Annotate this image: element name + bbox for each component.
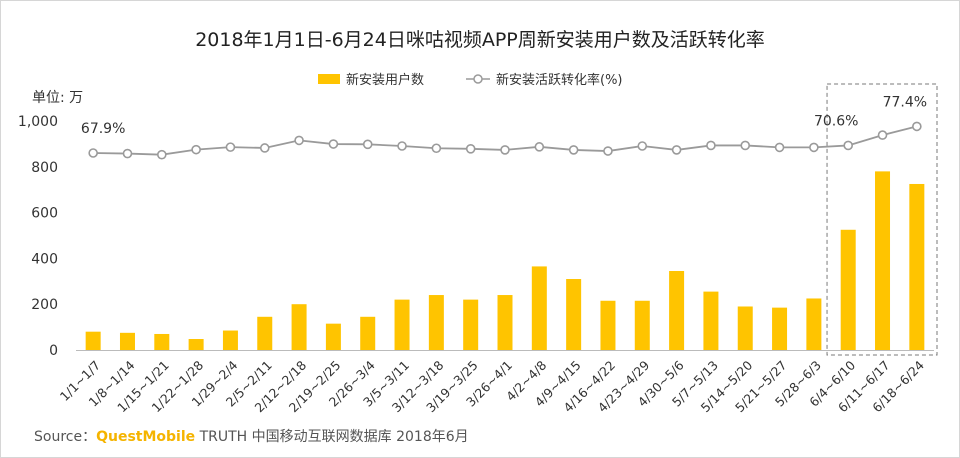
bar bbox=[875, 171, 891, 350]
x-axis: 1/1~1/71/8~1/141/15~1/211/22~1/281/29~2/… bbox=[57, 357, 927, 415]
line-point bbox=[774, 142, 785, 153]
bar bbox=[634, 300, 650, 350]
bar bbox=[291, 304, 307, 350]
source-brand: QuestMobile bbox=[96, 429, 196, 445]
bar bbox=[154, 333, 170, 350]
line-point bbox=[740, 140, 751, 151]
line-point bbox=[465, 144, 476, 154]
bar bbox=[566, 279, 582, 350]
y-tick-label: 400 bbox=[31, 251, 58, 267]
y-tick-label: 1,000 bbox=[18, 114, 58, 130]
bar bbox=[737, 306, 753, 350]
bar bbox=[428, 295, 444, 350]
bar bbox=[531, 266, 547, 350]
line-series bbox=[88, 121, 922, 160]
highlight-box bbox=[826, 83, 938, 356]
line-point bbox=[534, 142, 545, 152]
line-point bbox=[328, 139, 339, 149]
bar bbox=[394, 299, 410, 350]
line-point bbox=[843, 140, 854, 151]
source-note: Source：QuestMobile TRUTH 中国移动互联网数据库 2018… bbox=[34, 426, 469, 446]
line-point bbox=[122, 148, 133, 159]
bar bbox=[840, 229, 856, 350]
data-label: 67.9% bbox=[81, 121, 125, 137]
source-text: TRUTH 中国移动互联网数据库 2018年6月 bbox=[195, 429, 469, 445]
y-tick-label: 200 bbox=[31, 297, 58, 313]
bar bbox=[188, 339, 204, 350]
line-point bbox=[877, 130, 888, 140]
line-point bbox=[603, 146, 613, 156]
y-axis: 0 200 400 600 800 1,000 bbox=[18, 114, 58, 359]
y-tick-label: 800 bbox=[31, 160, 58, 176]
line-point bbox=[191, 144, 201, 155]
bar bbox=[85, 331, 101, 350]
legend-line-label: 新安装活跃转化率(%) bbox=[496, 72, 623, 88]
line-point bbox=[809, 142, 819, 153]
line-point bbox=[259, 143, 270, 153]
line-point bbox=[431, 143, 442, 154]
legend-line-marker bbox=[473, 74, 483, 84]
line-point bbox=[397, 141, 407, 151]
bar-series bbox=[76, 171, 934, 351]
legend-bar-swatch bbox=[318, 74, 340, 84]
line-point bbox=[912, 121, 922, 132]
line-point bbox=[500, 145, 510, 155]
bar bbox=[703, 291, 719, 350]
line-point bbox=[294, 135, 304, 146]
bar bbox=[257, 316, 273, 350]
line-point bbox=[706, 140, 716, 151]
line-point bbox=[225, 142, 236, 152]
bar bbox=[463, 299, 479, 350]
line-point bbox=[88, 148, 98, 158]
y-axis-unit-label: 单位: 万 bbox=[32, 90, 83, 106]
data-label: 70.6% bbox=[814, 113, 858, 129]
bar bbox=[360, 316, 376, 350]
bar bbox=[222, 330, 238, 350]
source-label: Source： bbox=[34, 429, 97, 445]
line-point bbox=[568, 145, 579, 155]
y-tick-label: 600 bbox=[31, 206, 58, 222]
line-point bbox=[671, 145, 682, 155]
annotations: 67.9% 70.6% 77.4% bbox=[81, 83, 938, 356]
data-label: 77.4% bbox=[883, 94, 927, 110]
bar bbox=[119, 332, 135, 350]
bar bbox=[772, 307, 788, 350]
bar bbox=[669, 270, 685, 350]
bar bbox=[325, 323, 341, 350]
bar bbox=[600, 300, 616, 350]
bar bbox=[909, 183, 925, 350]
y-tick-label: 0 bbox=[49, 343, 58, 359]
line-point bbox=[157, 149, 167, 160]
bar bbox=[497, 295, 513, 350]
line-point bbox=[637, 141, 648, 151]
bar bbox=[806, 298, 822, 350]
line-point bbox=[362, 139, 373, 150]
legend: 新安装用户数 新安装活跃转化率(%) bbox=[318, 72, 623, 88]
legend-bar-label: 新安装用户数 bbox=[346, 72, 424, 88]
chart-title: 2018年1月1日-6月24日咪咕视频APP周新安装用户数及活跃转化率 bbox=[195, 29, 765, 51]
